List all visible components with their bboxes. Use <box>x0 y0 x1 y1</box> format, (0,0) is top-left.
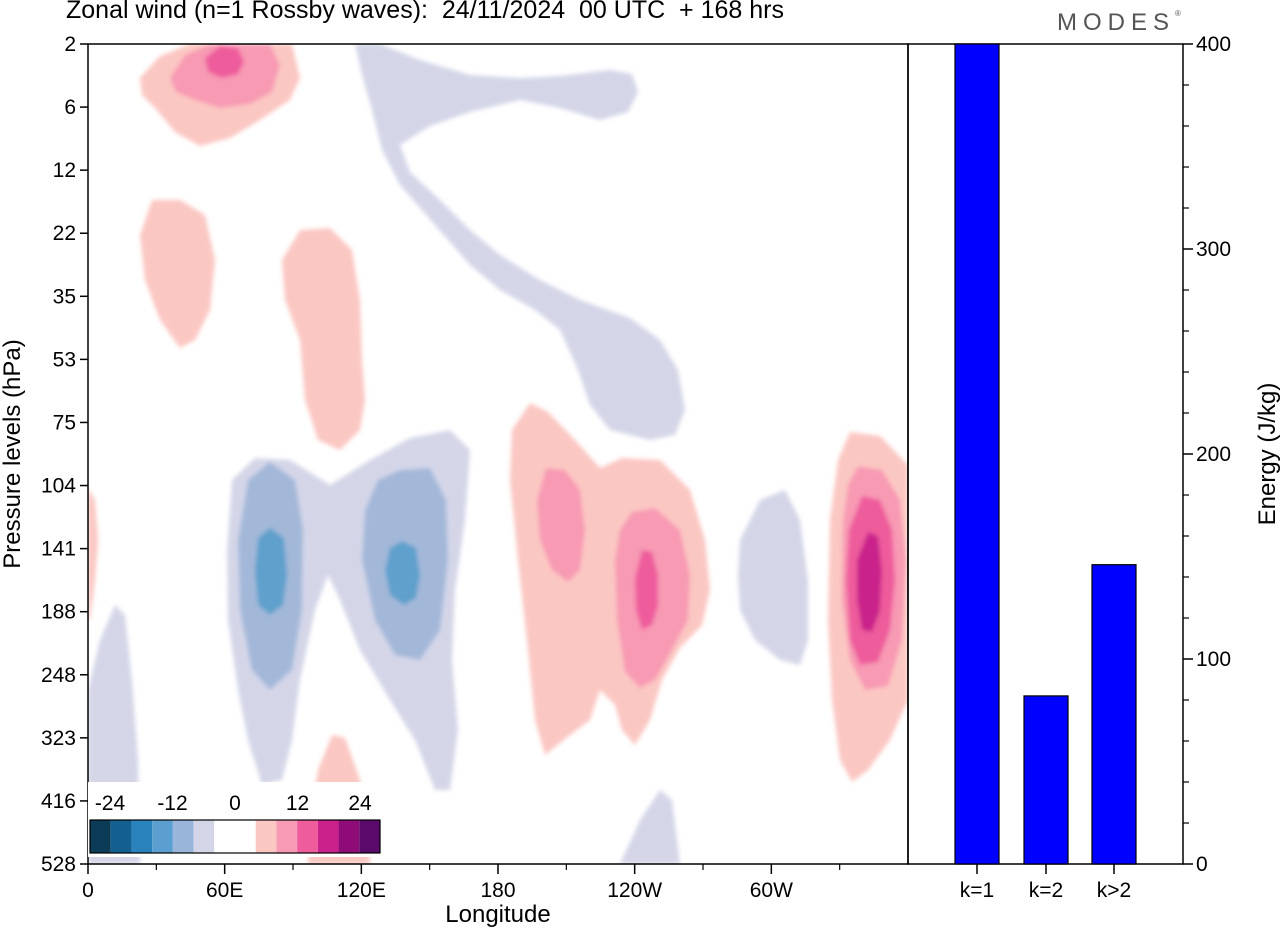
x-tick-label: 60E <box>206 879 243 902</box>
chart-title: Zonal wind (n=1 Rossby waves): 24/11/202… <box>66 0 784 24</box>
energy-bar <box>1023 695 1069 865</box>
colorbar-label: 24 <box>348 792 372 815</box>
colorbar-swatch <box>255 820 277 853</box>
colorbar-swatch <box>193 820 215 853</box>
energy-tick-label: 100 <box>1196 648 1231 671</box>
colorbar-swatch <box>131 820 153 853</box>
logo-registered-mark: ® <box>1175 9 1181 18</box>
y-tick-label: 12 <box>53 159 76 182</box>
neg-band-upper <box>355 44 685 440</box>
x-axis-title: Longitude <box>445 901 550 928</box>
y-tick-label: 75 <box>53 411 76 434</box>
x-tick-label: 120E <box>337 879 386 902</box>
colorbar-swatch <box>317 820 339 853</box>
energy-tick-label: 300 <box>1196 238 1231 261</box>
colorbar-swatch <box>276 820 298 853</box>
pos-lobe-top-left-core <box>205 46 244 78</box>
y-tick-label: 6 <box>64 96 76 119</box>
x-tick-label: 60W <box>750 879 793 902</box>
bar-category-label: k=2 <box>1029 879 1063 902</box>
neg-lobe-bottom <box>620 790 680 864</box>
neg-lobe-east <box>738 490 808 665</box>
colorbar-swatch <box>172 820 194 853</box>
bar-axes: 0 100 200 300 400 <box>1183 33 1231 876</box>
colorbar: -24 -12 0 12 24 <box>88 782 382 857</box>
colorbar-swatch <box>297 820 318 853</box>
y-axis-title: Pressure levels (hPa) <box>0 339 26 568</box>
y-tick-label: 141 <box>41 538 76 561</box>
colorbar-swatch <box>359 820 380 853</box>
bar-category-label: k>2 <box>1097 879 1131 902</box>
modes-logo: MODES® <box>1057 9 1181 37</box>
bar-chart: k=1 k=2 k>2 <box>954 43 1137 902</box>
colorbar-label: -24 <box>95 792 126 815</box>
y-tick-label: 35 <box>53 285 76 308</box>
energy-bar <box>1091 564 1137 865</box>
pos-lobe-central-mid-a <box>537 468 585 582</box>
y-tick-label: 188 <box>41 601 76 624</box>
colorbar-swatch <box>110 820 132 853</box>
bar-category-label: k=1 <box>960 879 994 902</box>
y-tick-label: 104 <box>41 475 76 498</box>
logo-text: MODES <box>1057 9 1176 36</box>
contour-axes: 0 60E 120E 180 120W 60W 2 6 12 22 35 53 75 104 141 188 2… <box>41 33 841 902</box>
y-tick-label: 416 <box>41 790 76 813</box>
y-tick-label: 323 <box>41 727 76 750</box>
colorbar-swatch <box>235 820 256 853</box>
pos-lobe-east-core <box>857 532 882 632</box>
neg-core-east-inner <box>385 541 420 605</box>
pos-lobe-stratosphere-b <box>282 228 365 450</box>
pos-lobe-west-edge <box>88 488 98 620</box>
energy-axis-title: Energy (J/kg) <box>1254 383 1280 526</box>
pos-lobe-stratosphere-a <box>140 200 215 348</box>
energy-tick-label: 0 <box>1196 853 1208 876</box>
y-tick-label: 2 <box>64 33 76 56</box>
neg-core-west-inner <box>255 528 287 615</box>
x-tick-label: 120W <box>607 879 662 902</box>
y-tick-label: 528 <box>41 853 76 876</box>
energy-tick-label: 200 <box>1196 443 1231 466</box>
contour-plot-frame <box>87 43 909 865</box>
colorbar-frame <box>89 819 381 854</box>
y-tick-label: 53 <box>53 348 76 371</box>
y-tick-label: 22 <box>53 222 76 245</box>
x-tick-label: 0 <box>82 879 94 902</box>
energy-tick-label: 400 <box>1196 33 1231 56</box>
colorbar-label: -12 <box>157 792 187 815</box>
colorbar-swatch <box>152 820 173 853</box>
energy-bar <box>954 43 1000 865</box>
colorbar-swatch <box>90 820 111 853</box>
pos-lobe-central-core <box>635 550 658 630</box>
colorbar-label: 0 <box>229 792 241 815</box>
colorbar-swatch <box>338 820 360 853</box>
colorbar-swatch <box>214 820 235 853</box>
colorbar-label: 12 <box>286 792 309 815</box>
contour-field <box>88 44 908 864</box>
y-tick-label: 248 <box>41 664 76 687</box>
x-tick-label: 180 <box>480 879 515 902</box>
